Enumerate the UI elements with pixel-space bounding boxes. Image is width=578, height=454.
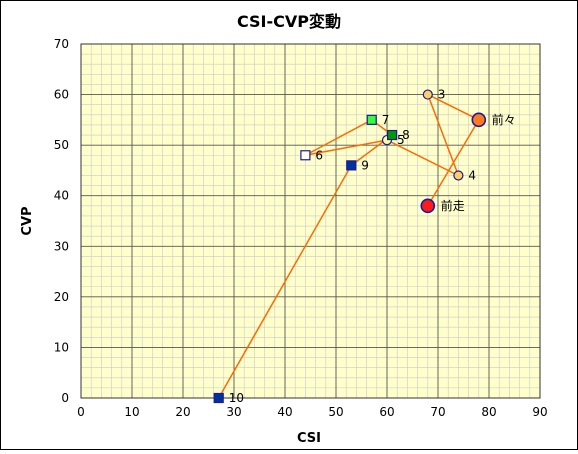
x-tick-label: 70 — [430, 405, 445, 419]
data-label-4: 4 — [468, 168, 476, 182]
minor-gridlines — [81, 44, 540, 398]
series-path-line — [218, 93, 480, 399]
y-tick-label: 50 — [54, 138, 69, 152]
marker-6 — [300, 150, 311, 161]
data-markers — [213, 89, 487, 404]
plot-area — [81, 44, 540, 398]
x-tick-label: 0 — [77, 405, 85, 419]
y-tick-label: 20 — [54, 290, 69, 304]
plot-border — [80, 43, 541, 399]
x-tick-label: 60 — [379, 405, 394, 419]
x-tick-label: 80 — [481, 405, 496, 419]
data-label-7: 7 — [382, 113, 390, 127]
y-axis-ticks: 0 10 20 30 40 50 60 70 — [54, 37, 69, 405]
marker-前々 — [471, 112, 487, 128]
y-axis-label: CVP — [20, 206, 35, 235]
y-tick-label: 0 — [61, 391, 69, 405]
marker-8 — [387, 129, 398, 141]
chart-title: CSI-CVP変動 — [237, 12, 341, 31]
marker-前走 — [420, 198, 436, 214]
y-tick-label: 40 — [54, 189, 69, 203]
marker-4 — [453, 170, 464, 181]
data-label-10: 10 — [229, 391, 244, 405]
data-labels: 前走 前々 3 4 5 6 78 9 10 — [229, 88, 516, 405]
x-tick-label: 30 — [226, 405, 241, 419]
y-tick-label: 10 — [54, 340, 69, 354]
x-tick-label: 90 — [532, 405, 547, 419]
marker-9 — [346, 160, 357, 171]
x-axis-ticks: 0 10 20 30 40 50 60 70 80 90 — [77, 405, 547, 419]
marker-3 — [422, 89, 433, 100]
y-tick-label: 70 — [54, 37, 69, 51]
x-tick-label: 50 — [328, 405, 343, 419]
marker-10 — [213, 392, 224, 404]
data-label-前々: 前々 — [492, 112, 516, 127]
x-tick-label: 40 — [277, 405, 292, 419]
x-tick-label: 20 — [175, 405, 190, 419]
data-label-3: 3 — [438, 88, 446, 102]
x-tick-label: 10 — [124, 405, 139, 419]
data-label-5: 5 — [397, 133, 405, 147]
data-label-前走: 前走 — [441, 198, 465, 213]
x-axis-label: CSI — [297, 431, 321, 446]
data-label-9: 9 — [361, 158, 369, 172]
data-label-8: 8 — [402, 128, 410, 142]
y-tick-label: 60 — [54, 88, 69, 102]
y-tick-label: 30 — [54, 239, 69, 253]
marker-7 — [366, 114, 377, 125]
data-label-6: 6 — [315, 148, 323, 162]
